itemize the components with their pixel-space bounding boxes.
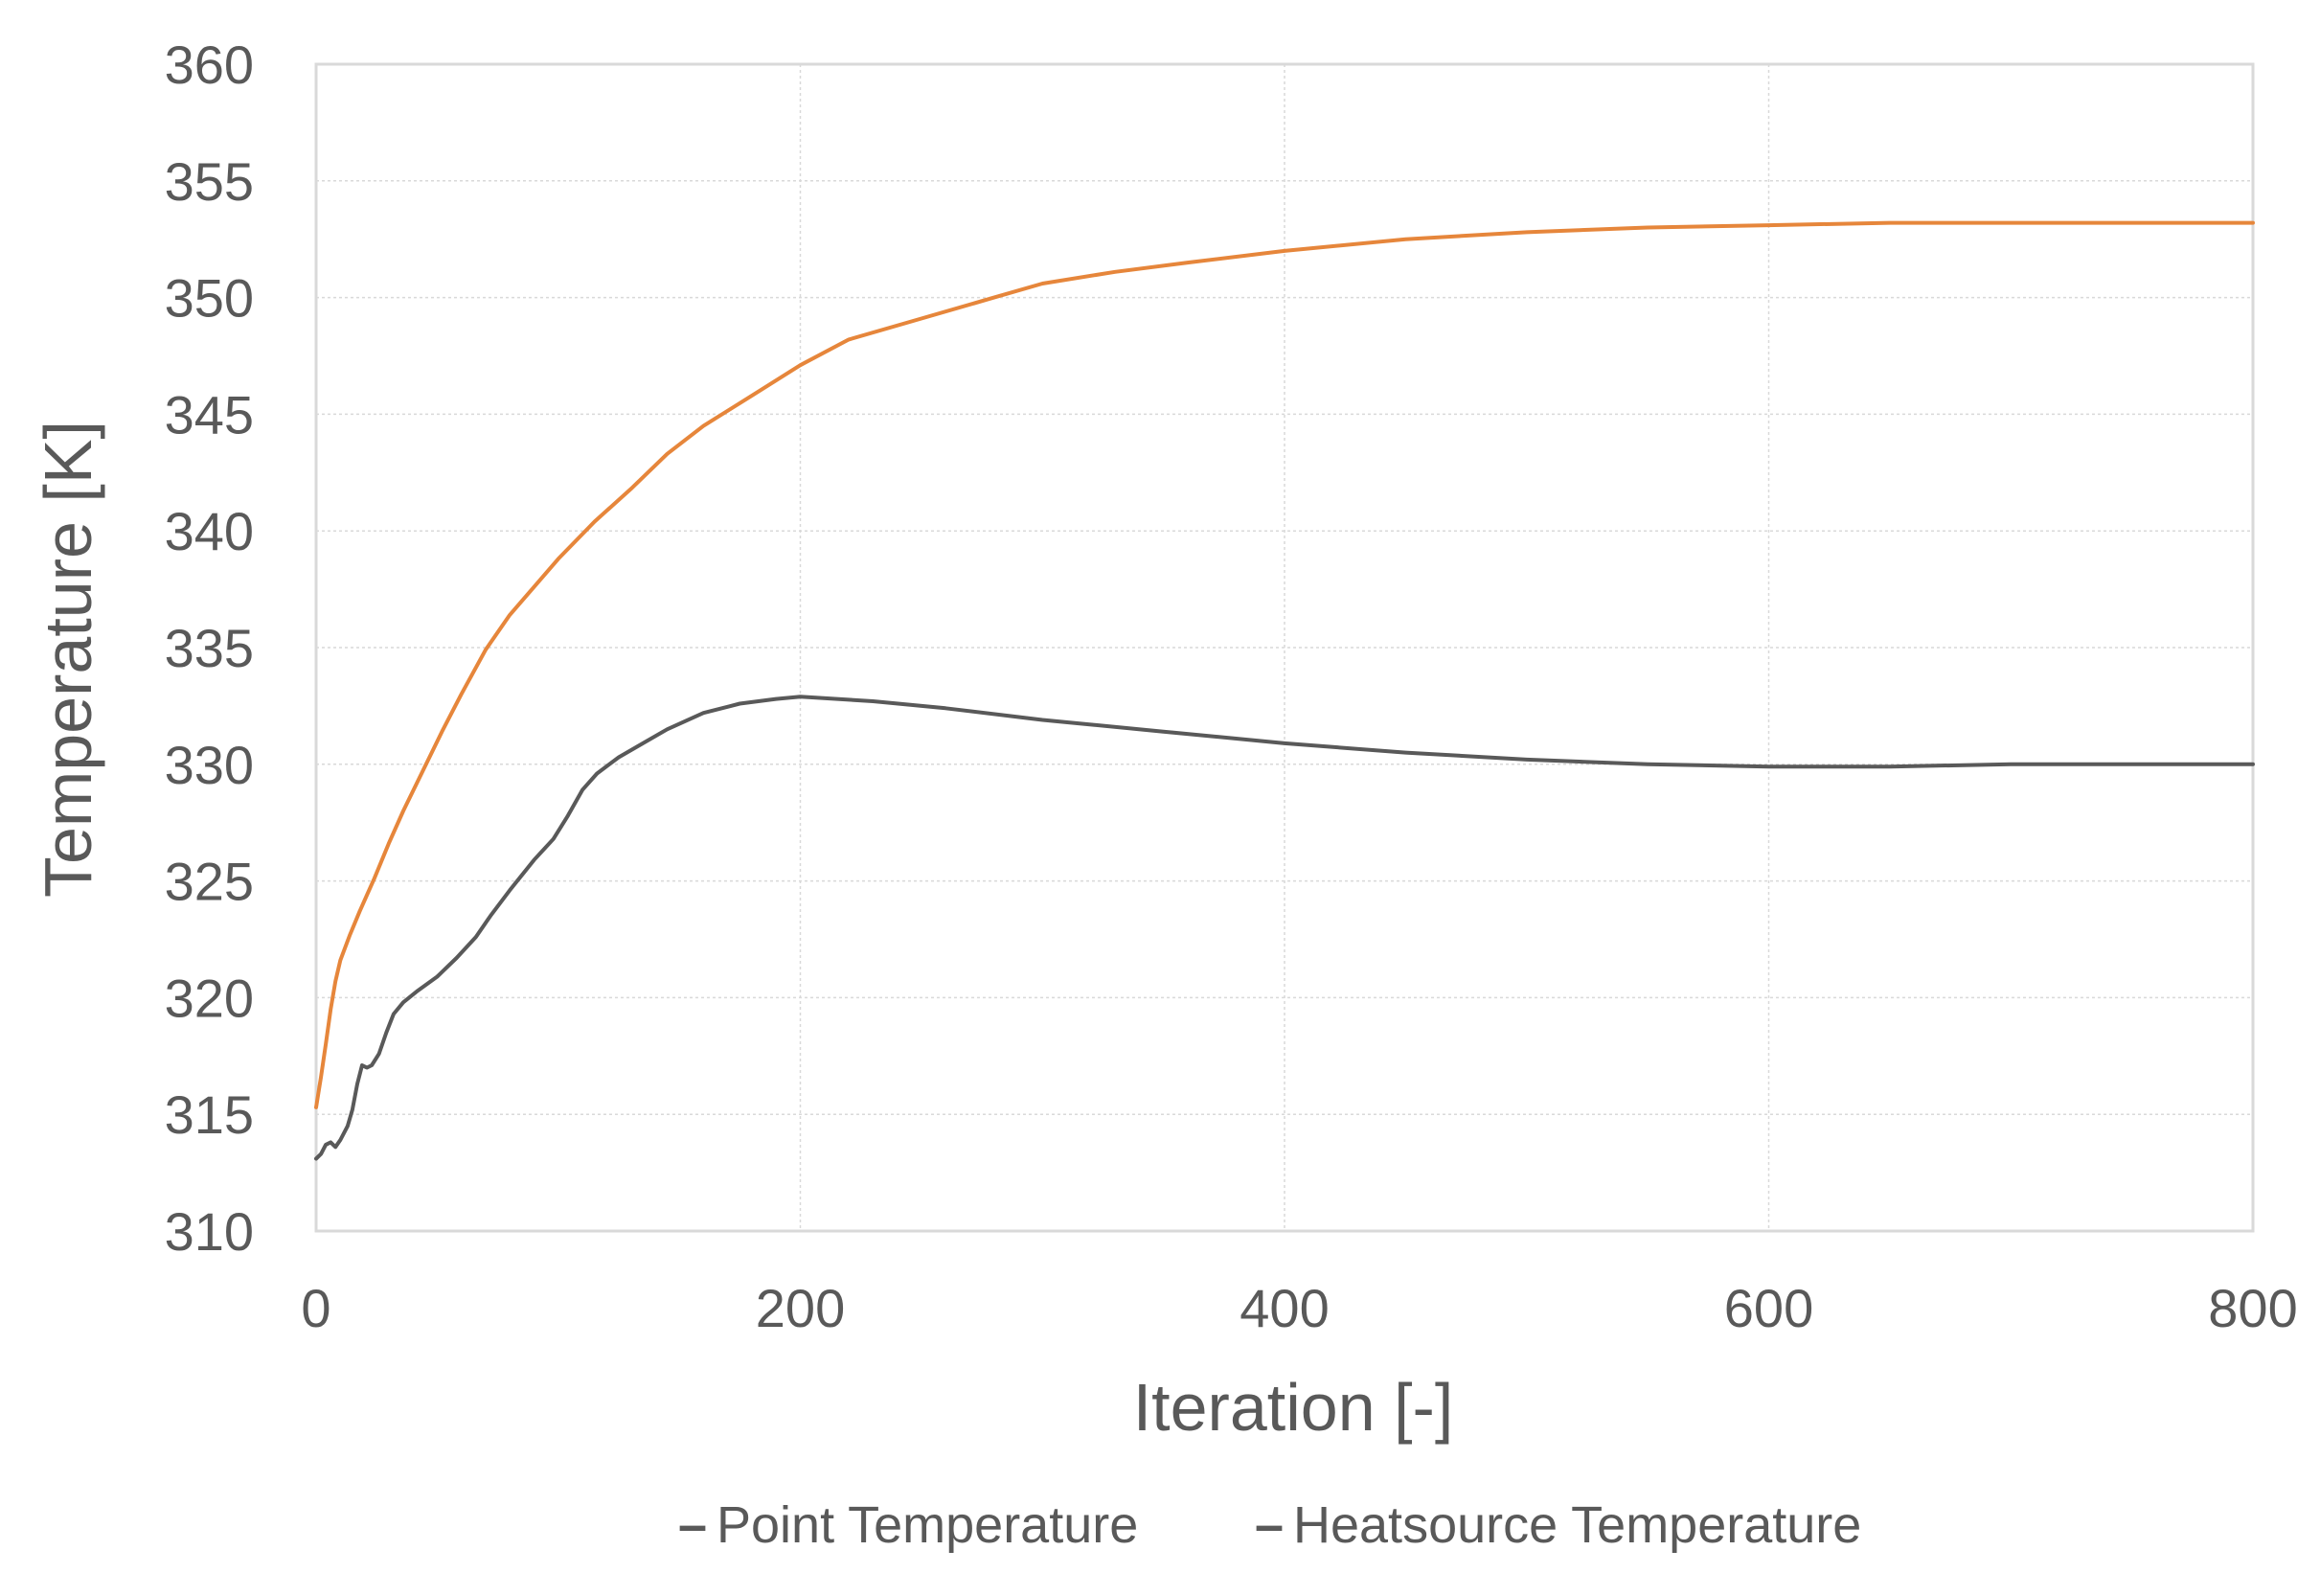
y-tick-label: 310 bbox=[165, 1201, 254, 1262]
legend-item-point-temperature: – Point Temperature bbox=[678, 1496, 1138, 1554]
plot-area-border bbox=[314, 62, 2255, 1233]
y-tick-label: 330 bbox=[165, 735, 254, 795]
y-tick-label: 325 bbox=[165, 852, 254, 912]
series-line-heatsource-temperature bbox=[314, 220, 2255, 1109]
x-tick-label: 400 bbox=[1240, 1278, 1329, 1338]
y-axis-tick-labels: 310 315 320 325 330 335 340 345 350 355 360 bbox=[165, 34, 254, 1262]
x-axis-title: Iteration [-] bbox=[1133, 1370, 1454, 1445]
y-tick-label: 360 bbox=[165, 34, 254, 95]
legend: – Point Temperature – Heatsource Tempera… bbox=[678, 1496, 1861, 1554]
x-tick-label: 600 bbox=[1724, 1278, 1813, 1338]
y-tick-label: 315 bbox=[165, 1084, 254, 1145]
y-axis-title: Temperature [K] bbox=[31, 421, 105, 898]
x-tick-label: 200 bbox=[756, 1278, 845, 1338]
x-axis-tick-labels: 0 200 400 600 800 bbox=[301, 1278, 2297, 1338]
series-layer bbox=[314, 220, 2255, 1161]
legend-marker-heatsource-temperature: – bbox=[1255, 1496, 1284, 1554]
legend-label-point-temperature: Point Temperature bbox=[716, 1496, 1138, 1554]
grid-lines bbox=[315, 63, 2254, 1232]
y-tick-label: 355 bbox=[165, 151, 254, 212]
legend-marker-point-temperature: – bbox=[678, 1496, 707, 1554]
legend-label-heatsource-temperature: Heatsource Temperature bbox=[1293, 1496, 1861, 1554]
y-tick-label: 335 bbox=[165, 618, 254, 678]
y-tick-label: 340 bbox=[165, 501, 254, 561]
y-tick-label: 350 bbox=[165, 268, 254, 329]
series-line-point-temperature bbox=[314, 695, 2255, 1161]
legend-item-heatsource-temperature: – Heatsource Temperature bbox=[1255, 1496, 1861, 1554]
y-tick-label: 320 bbox=[165, 968, 254, 1028]
y-tick-label: 345 bbox=[165, 384, 254, 445]
x-tick-label: 0 bbox=[301, 1278, 330, 1338]
x-tick-label: 800 bbox=[2208, 1278, 2297, 1338]
